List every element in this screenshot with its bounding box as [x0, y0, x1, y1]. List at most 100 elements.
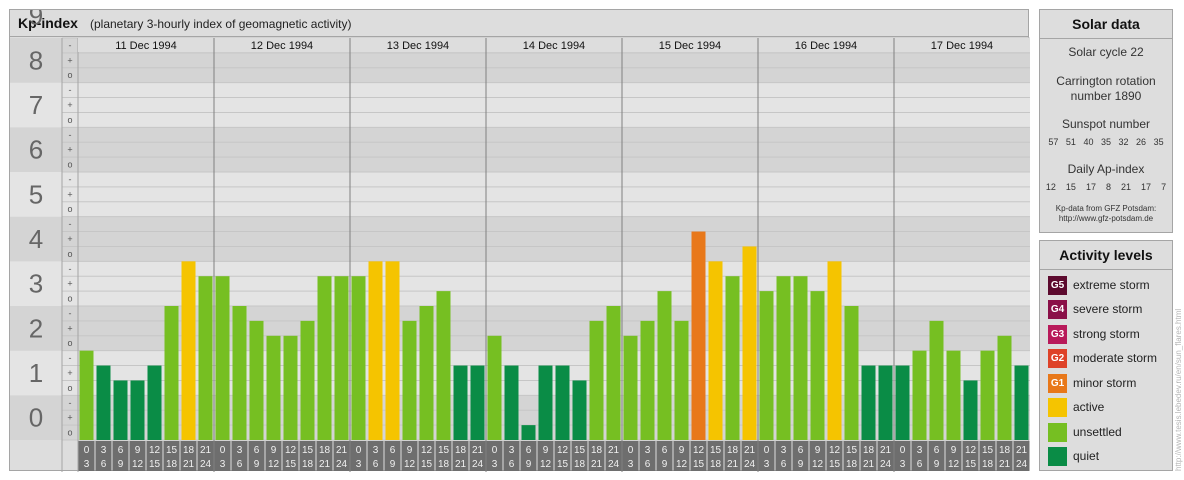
data-source-link[interactable]: http://www.gfz-potsdam.de [1058, 214, 1154, 223]
interval-start-label: 6 [798, 445, 804, 456]
y-minor-tick-label: - [69, 85, 72, 95]
kp-bar [147, 365, 162, 440]
interval-start-label: 3 [237, 445, 243, 456]
daily-ap-title: Daily Ap-index [1067, 162, 1145, 176]
kp-bar [793, 276, 808, 440]
interval-start-label: 0 [764, 445, 770, 456]
day-label: 16 Dec 1994 [795, 40, 857, 52]
interval-box [197, 441, 214, 471]
kp-bar [283, 335, 298, 440]
kp-bar [351, 276, 366, 440]
day-label: 11 Dec 1994 [115, 40, 177, 52]
interval-end-label: 18 [574, 459, 586, 470]
kp-bar [538, 365, 553, 440]
band [10, 350, 1030, 396]
interval-end-label: 12 [132, 459, 144, 470]
interval-end-label: 9 [118, 459, 124, 470]
interval-start-label: 21 [608, 445, 620, 456]
interval-box [299, 441, 316, 471]
band [10, 172, 1030, 217]
sunspot-value: 26 [1136, 137, 1147, 147]
legend-label: minor storm [1073, 376, 1137, 390]
interval-end-label: 15 [965, 459, 977, 470]
legend-label: active [1073, 400, 1105, 414]
sunspot-value: 40 [1083, 137, 1094, 147]
interval-box [146, 441, 163, 471]
interval-start-label: 21 [880, 445, 892, 456]
interval-start-label: 21 [200, 445, 212, 456]
interval-box [316, 441, 333, 471]
interval-start-label: 0 [628, 445, 634, 456]
interval-start-label: 21 [1016, 445, 1028, 456]
kp-bar [504, 365, 519, 440]
kp-bar [419, 306, 434, 440]
interval-end-label: 21 [863, 459, 875, 470]
legend-swatch: G2 [1048, 349, 1067, 368]
interval-box [350, 441, 367, 471]
interval-end-label: 3 [84, 459, 90, 470]
day-label: 17 Dec 1994 [931, 40, 993, 52]
y-minor-tick-label: - [69, 174, 72, 184]
interval-end-label: 15 [149, 459, 161, 470]
interval-end-label: 9 [526, 459, 532, 470]
interval-box [333, 441, 350, 471]
ap-value: 17 [1085, 182, 1096, 192]
interval-start-label: 0 [220, 445, 226, 456]
solar-cycle: Solar cycle 22 [1068, 45, 1144, 59]
legend-label: moderate storm [1073, 351, 1158, 365]
interval-end-label: 18 [438, 459, 450, 470]
y-minor-tick-label: - [69, 308, 72, 318]
kp-bar [385, 261, 400, 440]
kp-bar [742, 246, 757, 440]
y-minor-tick-label: - [69, 353, 72, 363]
interval-box [554, 441, 571, 471]
interval-box [367, 441, 384, 471]
band [10, 261, 1030, 306]
sunspot-value: 32 [1118, 137, 1129, 147]
kp-bar [555, 365, 570, 440]
y-tick-label: 9 [29, 10, 43, 31]
interval-start-label: 0 [492, 445, 498, 456]
interval-box [826, 441, 843, 471]
kp-bar [96, 365, 111, 440]
day-header-row [78, 38, 1030, 52]
interval-box [265, 441, 282, 471]
interval-box [690, 441, 707, 471]
daily-ap-values: 12 15 17 8 21 17 7 [1040, 182, 1172, 192]
interval-start-label: 18 [319, 445, 331, 456]
interval-end-label: 6 [781, 459, 787, 470]
interval-start-label: 18 [727, 445, 739, 456]
y-minor-tick-label: o [67, 383, 72, 393]
interval-box [231, 441, 248, 471]
interval-box [741, 441, 758, 471]
interval-end-label: 24 [1016, 459, 1028, 470]
interval-start-label: 9 [951, 445, 957, 456]
kp-bar [521, 425, 536, 440]
interval-end-label: 21 [455, 459, 467, 470]
interval-start-label: 21 [336, 445, 348, 456]
kp-bar [895, 365, 910, 440]
interval-start-label: 9 [543, 445, 549, 456]
y-minor-tick-label: o [67, 338, 72, 348]
solar-data-title: Solar data [1040, 10, 1172, 39]
ap-value: 12 [1045, 182, 1056, 192]
archive-note: http://www.tesis.lebedev.ru/en/sun_flare… [1174, 308, 1183, 471]
y-minor-tick-label: - [69, 398, 72, 408]
interval-end-label: 21 [999, 459, 1011, 470]
interval-start-label: 12 [149, 445, 161, 456]
y-tick-label: 3 [29, 269, 43, 299]
interval-start-label: 9 [135, 445, 141, 456]
kp-bar [640, 320, 655, 440]
interval-box [860, 441, 877, 471]
y-minor-tick-label: + [67, 368, 72, 378]
y-minor-tick-label: - [69, 40, 72, 50]
interval-start-label: 3 [101, 445, 107, 456]
y-minor-tick-label: - [69, 264, 72, 274]
sunspot-value: 57 [1048, 137, 1059, 147]
kp-bar [198, 276, 213, 440]
solar-data-panel: Solar data Solar cycle 22 Carrington rot… [1039, 9, 1173, 233]
interval-start-label: 12 [285, 445, 297, 456]
ap-value: 7 [1161, 182, 1167, 192]
interval-box [452, 441, 469, 471]
interval-box [537, 441, 554, 471]
